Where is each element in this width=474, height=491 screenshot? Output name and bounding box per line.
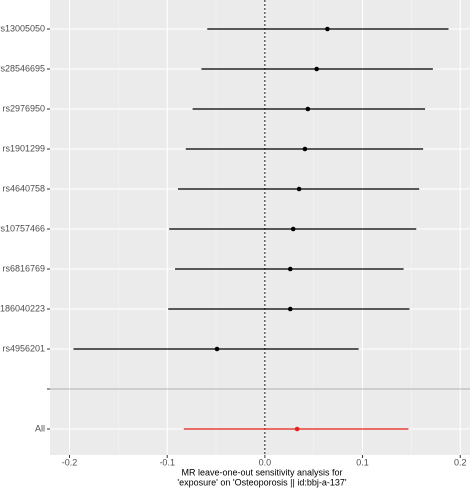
y-tick-label: rs4640758 (2, 183, 45, 193)
x-tick-label: 0.0 (259, 457, 272, 467)
y-tick-label: rs10757466 (0, 223, 45, 233)
point (287, 266, 293, 272)
y-tick-label: rs28546695 (0, 63, 45, 73)
point (290, 226, 296, 232)
x-tick-label: 0.2 (454, 457, 467, 467)
x-tick-label: 0.1 (356, 457, 369, 467)
y-tick-label: rs2976950 (2, 103, 45, 113)
y-tick-label: rs4956201 (2, 343, 45, 353)
x-axis-label: 'exposure' on 'Osteoporosis || id:bbj-a-… (177, 477, 346, 487)
y-tick-label: rs13005050 (0, 23, 45, 33)
point (214, 346, 220, 352)
point (287, 306, 293, 312)
point (294, 426, 300, 432)
point (305, 106, 311, 112)
point (302, 146, 308, 152)
y-tick-label: rs1901299 (2, 143, 45, 153)
point (325, 26, 330, 32)
x-axis-label: MR leave-one-out sensitivity analysis fo… (181, 467, 342, 477)
point (314, 66, 319, 72)
panel (50, 0, 470, 455)
x-tick-label: -0.2 (62, 457, 78, 467)
y-tick-label: All (35, 423, 45, 433)
y-tick-label: rs6816769 (2, 263, 45, 273)
x-tick-label: -0.1 (159, 457, 175, 467)
point (296, 186, 302, 192)
y-tick-label: rs186040223 (0, 303, 45, 313)
